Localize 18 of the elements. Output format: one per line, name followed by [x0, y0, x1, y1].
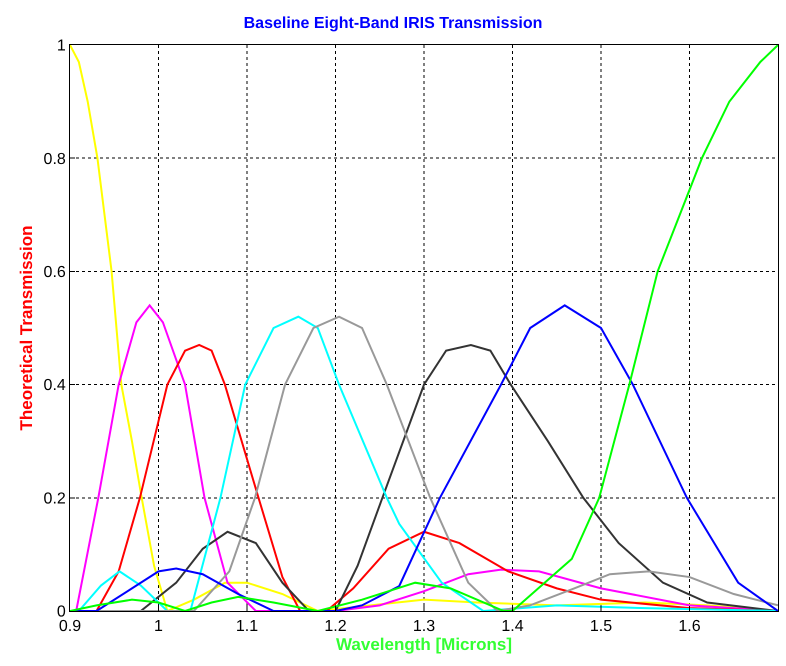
- x-tick-label: 1: [154, 618, 164, 636]
- x-tick-label: 1.6: [678, 618, 701, 636]
- x-tick-label: 1.5: [590, 618, 612, 636]
- y-tick-label: 0.6: [44, 264, 66, 281]
- y-tick-label: 0.8: [44, 150, 66, 168]
- y-tick-label: 0.4: [44, 377, 66, 394]
- x-tick-label: 0.9: [58, 618, 82, 636]
- y-axis-title: Theoretical Transmission: [17, 225, 36, 431]
- line-series: [70, 45, 778, 611]
- y-tick-label: 0: [56, 604, 66, 621]
- x-tick-label: 1.1: [236, 618, 258, 636]
- x-tick-label: 1.4: [501, 618, 524, 636]
- y-tick-label: 0.2: [44, 490, 66, 508]
- x-axis-title: Wavelength [Microns]: [336, 635, 512, 654]
- chart-title: Baseline Eight-Band IRIS Transmission: [244, 14, 542, 32]
- y-tick-label: 1: [56, 38, 66, 55]
- x-tick-label: 1.3: [412, 618, 436, 636]
- x-tick-label: 1.2: [324, 618, 347, 636]
